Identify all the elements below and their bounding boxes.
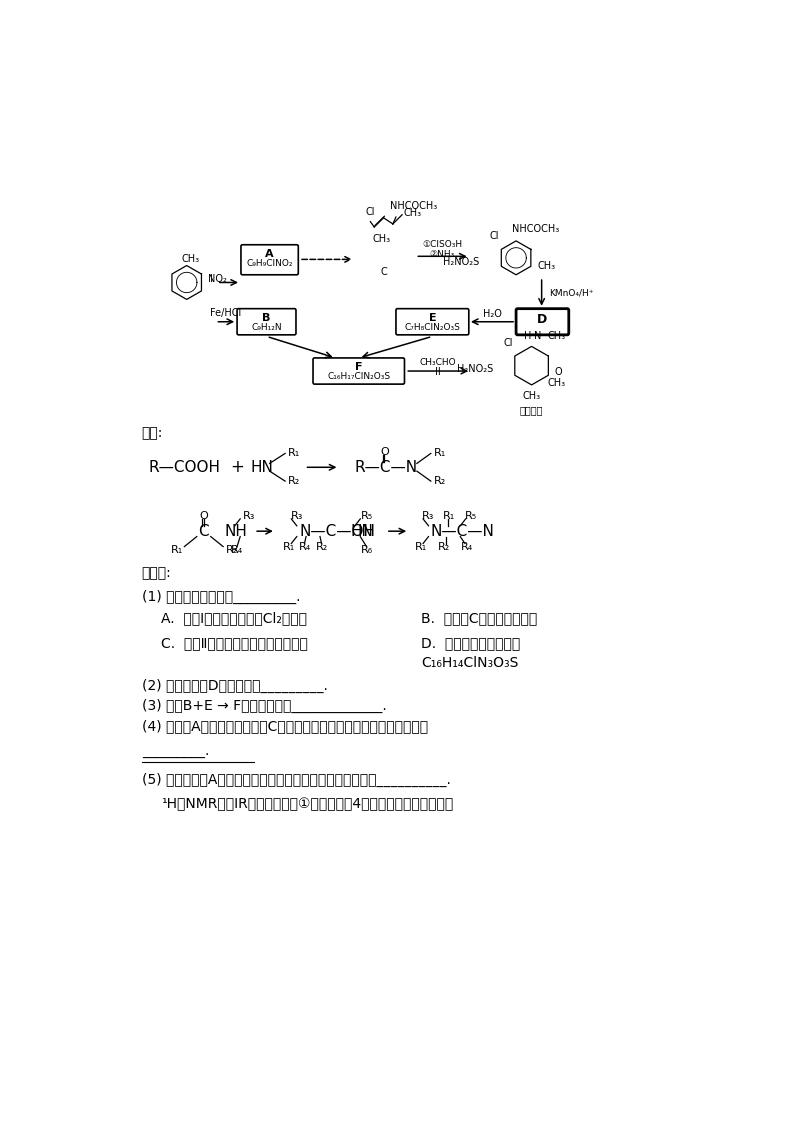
Text: CH₃: CH₃ (373, 233, 391, 243)
Text: R₄: R₄ (298, 542, 311, 552)
Text: C₇H₈ClN₂O₃S: C₇H₈ClN₂O₃S (404, 323, 460, 332)
Text: R₂: R₂ (288, 476, 301, 486)
Text: R₂: R₂ (438, 542, 450, 552)
Text: (2) 写出化合物D的结构简式_________.: (2) 写出化合物D的结构简式_________. (142, 679, 328, 693)
Text: 请回答:: 请回答: (142, 567, 171, 580)
Text: R₅: R₅ (465, 511, 477, 521)
Text: Fe/HCl: Fe/HCl (210, 309, 241, 319)
Text: CH₃: CH₃ (547, 378, 565, 387)
Text: R₃: R₃ (423, 511, 435, 521)
Text: KMnO₄/H⁺: KMnO₄/H⁺ (549, 288, 593, 297)
Text: B.  化合物C能发生水解反应: B. 化合物C能发生水解反应 (421, 611, 537, 625)
Text: C₁₆H₁₄ClN₃O₃S: C₁₆H₁₄ClN₃O₃S (421, 656, 518, 670)
Text: R₁: R₁ (288, 449, 301, 459)
Text: A: A (266, 249, 274, 259)
Text: O: O (555, 367, 562, 377)
Text: R₄: R₄ (461, 542, 473, 552)
Text: H₂NO₂S: H₂NO₂S (442, 257, 479, 267)
Text: NHCOCH₃: NHCOCH₃ (389, 201, 437, 211)
Text: R₆: R₆ (361, 544, 373, 554)
Text: (4) 设计以A和乙烯为原料合成C的路线（用流程图表示，无机试剂任选）: (4) 设计以A和乙烯为原料合成C的路线（用流程图表示，无机试剂任选） (142, 719, 428, 733)
Text: O: O (380, 447, 389, 457)
Text: B: B (262, 313, 270, 323)
Text: ①ClSO₃H: ①ClSO₃H (423, 240, 462, 249)
FancyBboxPatch shape (313, 358, 404, 384)
FancyBboxPatch shape (237, 309, 296, 334)
Text: CH₃: CH₃ (523, 392, 541, 402)
Text: ¹H－NMR谱和IR谱检测表明：①分子中共有4种氢原子，其中苯环上的: ¹H－NMR谱和IR谱检测表明：①分子中共有4种氢原子，其中苯环上的 (161, 798, 454, 811)
Text: D.  美托拉宗的分子式是: D. 美托拉宗的分子式是 (421, 636, 520, 650)
Text: N—C—N: N—C—N (431, 524, 495, 539)
Text: C₁₆H₁₇ClN₂O₃S: C₁₆H₁₇ClN₂O₃S (328, 371, 390, 381)
Text: C: C (380, 267, 387, 277)
Text: E: E (428, 313, 436, 323)
Text: HN: HN (351, 524, 374, 539)
Text: N—C—OH: N—C—OH (299, 524, 375, 539)
Text: H: H (524, 331, 531, 341)
Text: Cl: Cl (504, 338, 513, 348)
Text: C.  反应Ⅱ涉及到加成反应、取代反应: C. 反应Ⅱ涉及到加成反应、取代反应 (161, 636, 308, 650)
Text: CH₃: CH₃ (547, 331, 565, 341)
Text: R—COOH: R—COOH (148, 460, 220, 475)
Text: _________.: _________. (142, 744, 209, 757)
Text: H₂NO₂S: H₂NO₂S (457, 365, 492, 375)
Text: C₉H₁₂N: C₉H₁₂N (251, 323, 282, 332)
FancyBboxPatch shape (516, 309, 569, 334)
Text: R₅: R₅ (361, 511, 373, 521)
Text: D: D (538, 313, 547, 325)
Text: A.  反应Ⅰ的试剂和条件是Cl₂和光照: A. 反应Ⅰ的试剂和条件是Cl₂和光照 (161, 611, 307, 625)
Text: Cl: Cl (366, 206, 375, 217)
Text: N: N (534, 331, 542, 341)
Text: HN: HN (251, 460, 274, 475)
Text: R₃: R₃ (290, 511, 303, 521)
Text: R₁: R₁ (170, 544, 183, 554)
Text: R—C—N: R—C—N (355, 460, 418, 475)
Text: R₂: R₂ (225, 544, 238, 554)
Text: R₁: R₁ (434, 449, 446, 459)
Text: R₁: R₁ (415, 542, 427, 552)
Text: NH: NH (225, 524, 247, 539)
Text: (5) 写出化合物A同时符合下列条件的同分异构体的结构简式__________.: (5) 写出化合物A同时符合下列条件的同分异构体的结构简式__________. (142, 773, 450, 787)
Text: CH₃: CH₃ (404, 209, 422, 218)
Text: NHCOCH₃: NHCOCH₃ (512, 223, 559, 233)
Text: CH₃CHO: CH₃CHO (419, 358, 456, 367)
Text: R₁: R₁ (283, 542, 295, 552)
Text: +: + (230, 458, 244, 476)
Text: C₉H₉ClNO₂: C₉H₉ClNO₂ (247, 259, 293, 268)
FancyBboxPatch shape (241, 245, 298, 275)
Text: NO₂: NO₂ (209, 274, 228, 284)
Text: 美托拉宗: 美托拉宗 (520, 405, 543, 415)
Text: F: F (355, 362, 362, 373)
Text: C: C (198, 524, 209, 539)
Text: II: II (435, 367, 441, 377)
FancyBboxPatch shape (396, 309, 469, 334)
Text: CH₃: CH₃ (538, 260, 556, 270)
Text: R₃: R₃ (243, 511, 255, 521)
Text: I: I (210, 275, 213, 284)
Text: R₂: R₂ (316, 542, 328, 552)
Text: CH₃: CH₃ (182, 255, 200, 265)
Text: H₂O: H₂O (483, 309, 501, 319)
Text: R₄: R₄ (231, 544, 243, 554)
Text: 已知:: 已知: (142, 426, 163, 441)
Text: R₁: R₁ (443, 511, 455, 521)
Text: Cl: Cl (489, 231, 499, 241)
Text: ②NH₃: ②NH₃ (430, 250, 455, 259)
Text: O: O (199, 511, 208, 521)
Text: (1) 下列说法正确的是_________.: (1) 下列说法正确的是_________. (142, 589, 301, 604)
Text: R₂: R₂ (434, 476, 446, 486)
Text: (3) 写出B+E → F的化学方程式_____________.: (3) 写出B+E → F的化学方程式_____________. (142, 699, 386, 714)
